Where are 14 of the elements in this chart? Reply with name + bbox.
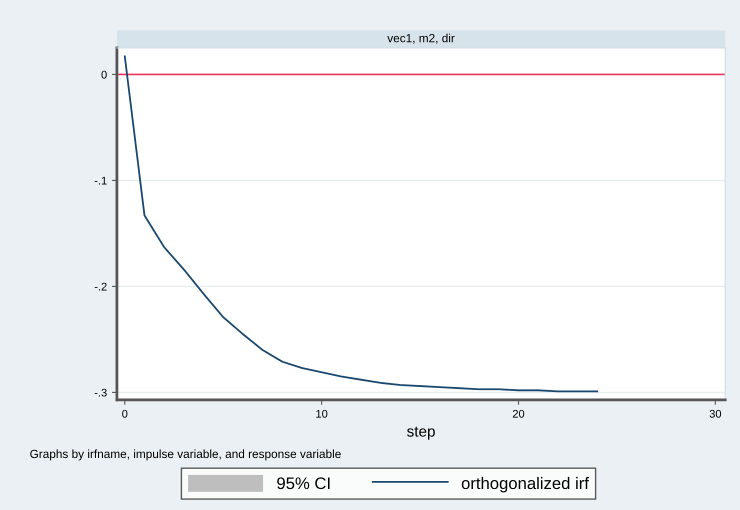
text: Graphs by irfname, impulse variable, and response variable <box>30 449 341 460</box>
x-tick-label: 0 <box>122 410 128 418</box>
legend-label: orthogonalized irf <box>462 476 589 492</box>
x-tick-label: 30 <box>710 410 722 418</box>
line-series <box>124 56 598 392</box>
y-tick-label: -.1 <box>94 176 107 184</box>
y-tick-label: 0 <box>101 70 107 79</box>
legend-label: 95% CI <box>277 477 330 490</box>
x-tick-label: 10 <box>316 410 328 418</box>
y-tick-label: -.2 <box>94 282 107 290</box>
chart-title: vec1, m2, dir <box>387 34 455 44</box>
x-axis-title: step <box>407 426 435 440</box>
x-tick-label: 20 <box>512 410 524 418</box>
y-tick-label: -.3 <box>94 388 107 397</box>
